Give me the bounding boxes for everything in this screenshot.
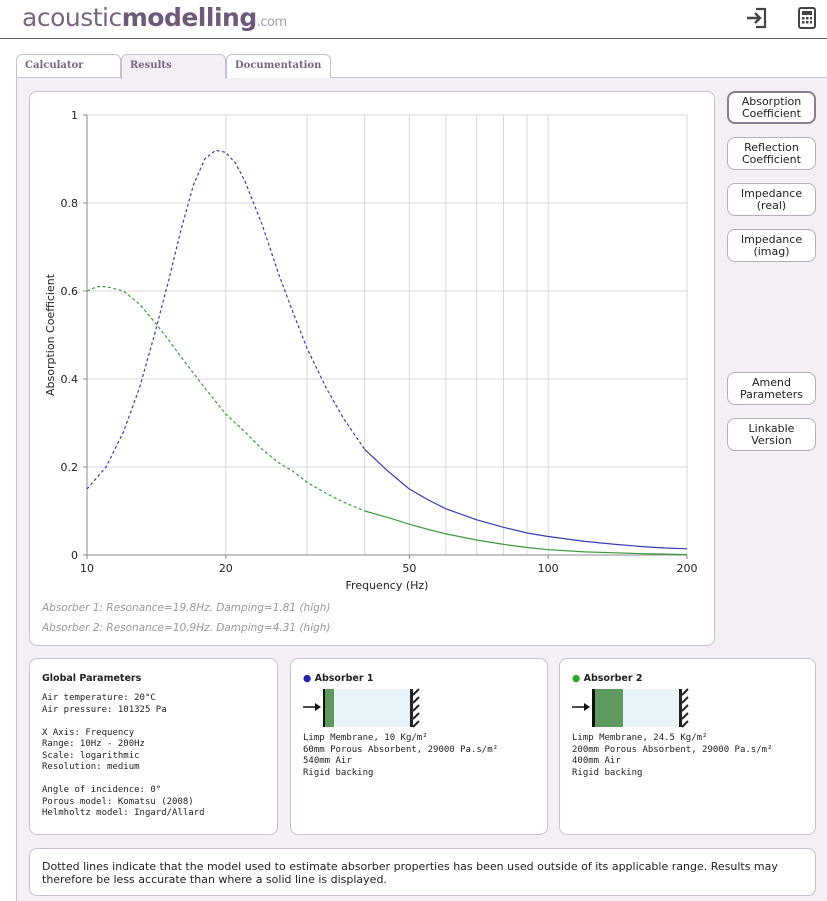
series-2-dotted-line xyxy=(86,286,365,512)
absorber2-layer-line: Limp Membrane, 24.5 Kg/m² xyxy=(572,733,708,743)
global-parameter-line: Porous model: Komatsu (2008) xyxy=(42,796,194,807)
absorber2-layers: Limp Membrane, 24.5 Kg/m² 200mm Porous Ab… xyxy=(572,733,772,779)
global-parameter-line: Air pressure: 101325 Pa xyxy=(42,704,167,715)
header-bar: acousticmodelling.com xyxy=(0,0,827,39)
x-tick-label: 50 xyxy=(402,562,416,575)
y-tick-label: 0.8 xyxy=(61,197,79,210)
absorber1-bullet-icon: ● xyxy=(303,673,315,684)
amend-parameters-button[interactable]: Amend Parameters xyxy=(727,372,816,405)
absorber1-title-text: Absorber 1 xyxy=(314,673,374,684)
absorber2-diagram xyxy=(572,688,689,728)
impedance-imag-button[interactable]: Impedance (imag) xyxy=(727,229,816,262)
absorber1-title: ● Absorber 1 xyxy=(303,673,373,684)
series-1-solid-line xyxy=(364,448,688,550)
tab-results[interactable]: Results xyxy=(121,54,226,79)
absorber2-title: ● Absorber 2 xyxy=(572,673,642,684)
global-parameter-line: X Axis: Frequency xyxy=(42,727,135,738)
absorber2-box: ● Absorber 2 Limp Membrane, 24.5 Kg/m² 20… xyxy=(559,658,816,835)
y-axis-label: Absorption Coefficient xyxy=(44,273,57,396)
x-tick-label: 200 xyxy=(677,562,698,575)
absorber1-layer-line: 60mm Porous Absorbent, 29000 Pa.s/m² xyxy=(303,744,499,755)
global-parameter-line: Air temperature: 20°C xyxy=(42,693,156,703)
global-parameters-title: Global Parameters xyxy=(42,673,142,684)
absorber1-layers: Limp Membrane, 10 Kg/m² 60mm Porous Absor… xyxy=(303,733,498,779)
series-2-solid-line xyxy=(364,510,688,556)
absorber1-layer-line: Limp Membrane, 10 Kg/m² xyxy=(303,733,428,743)
site-logo[interactable]: acousticmodelling.com xyxy=(22,3,287,32)
linkable-version-button[interactable]: Linkable Version xyxy=(727,418,816,451)
y-tick-label: 0 xyxy=(71,549,78,562)
footnote-box: Dotted lines indicate that the model use… xyxy=(29,848,816,896)
y-tick-label: 1 xyxy=(71,109,78,122)
login-icon[interactable] xyxy=(744,6,768,30)
absorption-chart: 0 0.2 0.4 0.6 0.8 1 10 20 50 100 200 Frequency (Hz)… xyxy=(44,109,698,592)
x-tick-label: 10 xyxy=(80,562,94,575)
logo-bold: modelling xyxy=(121,3,257,32)
global-parameter-line: Helmholtz model: Ingard/Allard xyxy=(42,808,205,818)
x-tick-label: 100 xyxy=(538,562,559,575)
absorber1-box: ● Absorber 1 Limp Membrane, 10 Kg/m² 60mm… xyxy=(290,658,548,835)
calculator-icon[interactable] xyxy=(795,6,819,30)
x-axis-label: Frequency (Hz) xyxy=(346,579,429,592)
global-parameters-box: Global Parameters Air temperature: 20°C A… xyxy=(29,658,278,835)
absorber2-layer-line: Rigid backing xyxy=(572,767,643,778)
absorber2-note: Absorber 2: Resonance=10.9Hz. Damping=4.… xyxy=(42,622,331,634)
footnote-text: Dotted lines indicate that the model use… xyxy=(42,860,778,886)
absorber2-layer-line: 200mm Porous Absorbent, 29000 Pa.s/m² xyxy=(572,744,773,755)
absorption-coefficient-button[interactable]: Absorption Coefficient xyxy=(727,91,816,124)
absorber2-layer-line: 400mm Air xyxy=(572,756,621,766)
reflection-coefficient-button[interactable]: Reflection Coefficient xyxy=(727,137,816,170)
absorber1-layer-line: Rigid backing xyxy=(303,767,374,778)
absorber1-layer-line: 540mm Air xyxy=(303,756,352,766)
global-parameters-list: Air temperature: 20°C Air pressure: 10132… xyxy=(42,693,205,820)
chart-box: 0 0.2 0.4 0.6 0.8 1 10 20 50 100 200 Frequency (Hz)… xyxy=(29,91,715,646)
tab-documentation[interactable]: Documentation xyxy=(226,54,331,78)
global-parameter-line: Resolution: medium xyxy=(42,762,140,772)
absorber2-title-text: Absorber 2 xyxy=(583,673,643,684)
logo-main: acoustic xyxy=(22,3,122,32)
absorber2-bullet-icon: ● xyxy=(572,673,584,684)
tab-calculator[interactable]: Calculator xyxy=(16,54,121,78)
y-tick-label: 0.2 xyxy=(61,461,79,474)
y-tick-label: 0.6 xyxy=(61,285,79,298)
series-1-dotted-line xyxy=(86,149,366,490)
global-parameter-line xyxy=(42,774,205,786)
y-tick-label: 0.4 xyxy=(61,373,79,386)
absorber1-diagram xyxy=(303,688,420,728)
global-parameter-line: Range: 10Hz - 200Hz xyxy=(42,739,145,749)
impedance-real-button[interactable]: Impedance (real) xyxy=(727,183,816,216)
absorber1-note: Absorber 1: Resonance=19.8Hz. Damping=1.… xyxy=(42,602,331,614)
global-parameter-line: Angle of incidence: 0° xyxy=(42,785,162,795)
logo-suffix: .com xyxy=(256,15,287,30)
global-parameter-line xyxy=(42,716,205,728)
x-tick-label: 20 xyxy=(219,562,233,575)
global-parameter-line: Scale: logarithmic xyxy=(42,750,140,761)
